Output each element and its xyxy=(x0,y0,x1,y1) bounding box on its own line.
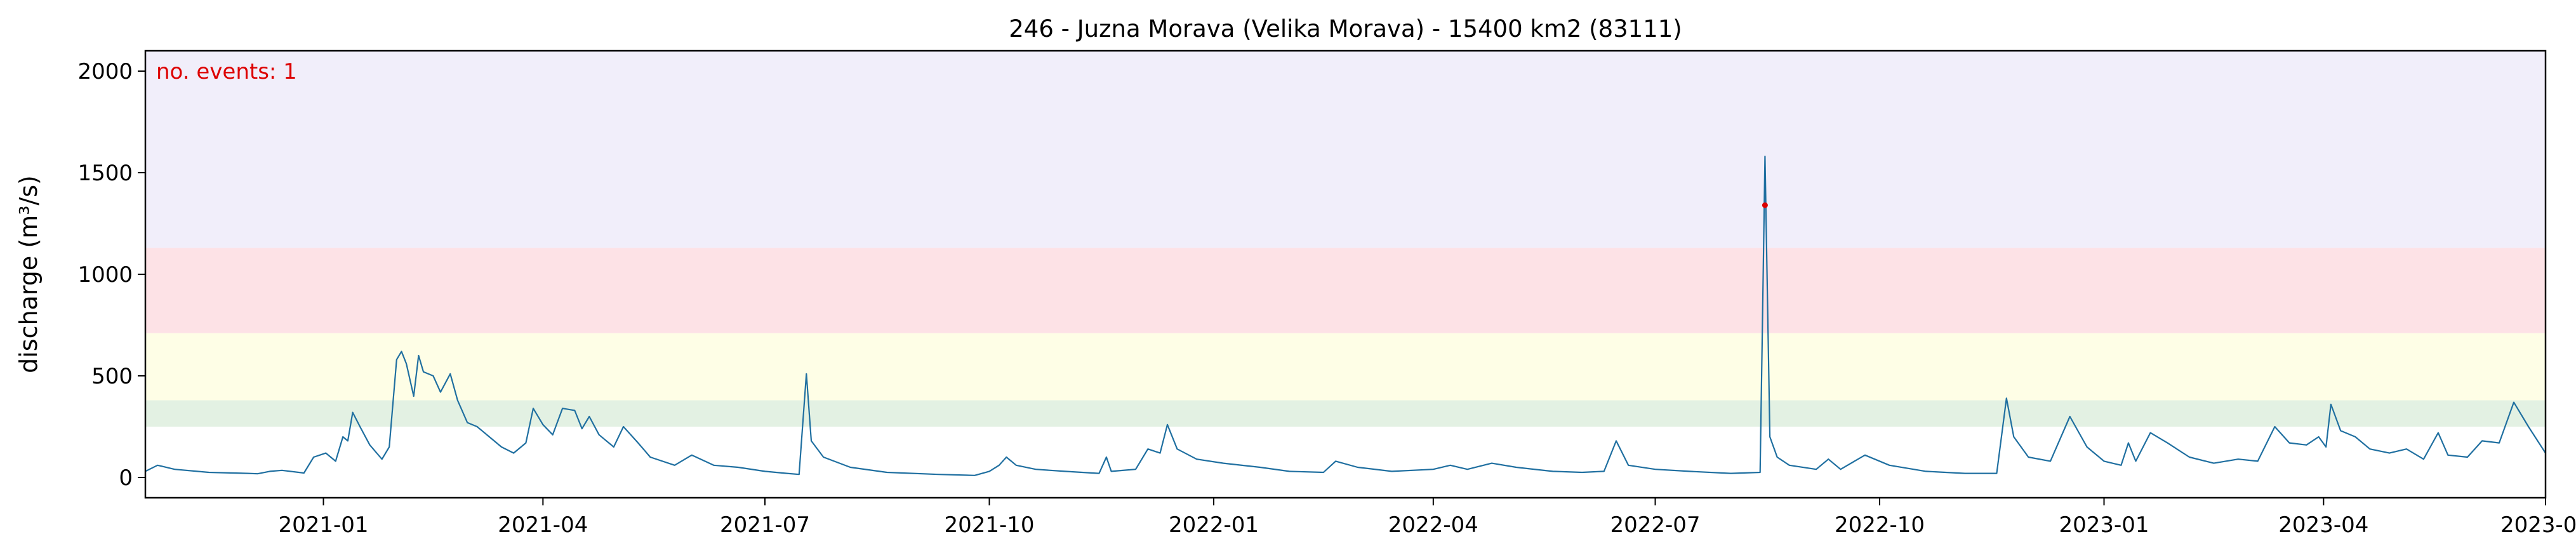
x-axis-ticks: 2021-01 2021-04 2021-07 2021-10 2022-01 2022-… xyxy=(278,498,2576,538)
y-tick-label: 0 xyxy=(119,465,133,491)
x-tick-label: 2023-04 xyxy=(2278,512,2368,538)
series-line-discharge xyxy=(145,156,2546,476)
y-axis-ticks: 0 500 1000 1500 2000 xyxy=(77,59,145,491)
x-tick-label: 2021-01 xyxy=(278,512,368,538)
x-tick-label: 2022-10 xyxy=(1835,512,1925,538)
threshold-band-2 xyxy=(145,248,2546,333)
x-tick-label: 2021-04 xyxy=(498,512,588,538)
threshold-bands xyxy=(145,51,2546,427)
y-tick-label: 2000 xyxy=(77,59,133,84)
event-point-0 xyxy=(1762,202,1768,208)
threshold-band-1 xyxy=(145,333,2546,401)
y-tick-label: 1500 xyxy=(77,161,133,186)
threshold-band-3 xyxy=(145,51,2546,248)
x-tick-label: 2023-01 xyxy=(2059,512,2149,538)
x-tick-label: 2022-04 xyxy=(1388,512,1478,538)
x-tick-label: 2021-10 xyxy=(944,512,1034,538)
x-tick-label: 2021-07 xyxy=(720,512,810,538)
y-tick-label: 500 xyxy=(91,364,133,389)
x-tick-label: 2023-07 xyxy=(2500,512,2576,538)
threshold-band-0 xyxy=(145,400,2546,427)
series-layer xyxy=(145,156,2546,476)
chart-title: 246 - Juzna Morava (Velika Morava) - 154… xyxy=(1009,15,1682,43)
events-annotation: no. events: 1 xyxy=(156,59,297,84)
x-tick-label: 2022-07 xyxy=(1610,512,1700,538)
y-tick-label: 1000 xyxy=(77,262,133,288)
y-axis-label: discharge (m³/s) xyxy=(15,175,43,373)
x-tick-label: 2022-01 xyxy=(1169,512,1259,538)
event-markers xyxy=(1762,202,1768,208)
